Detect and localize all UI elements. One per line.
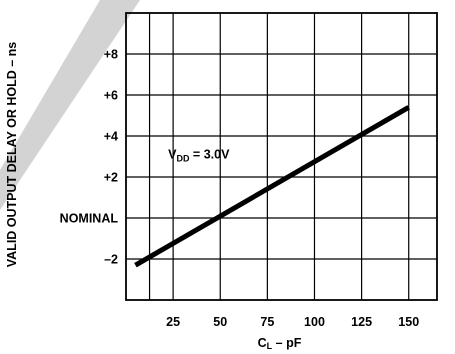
y-tick-label: –2 <box>104 253 118 267</box>
grid <box>126 13 437 300</box>
y-tick-label: +2 <box>104 171 118 185</box>
y-axis-label: VALID OUTPUT DELAY OR HOLD – ns <box>5 42 19 268</box>
x-tick-label: 25 <box>166 315 180 329</box>
vdd-annotation: VDD = 3.0V <box>168 147 230 163</box>
x-axis-label: CL – pF <box>258 336 302 351</box>
y-tick-label: +4 <box>104 130 118 144</box>
x-tick-label: 150 <box>398 315 419 329</box>
y-tick-labels: –2 NOMINAL +2 +4 +6 +8 <box>60 48 119 267</box>
plot-frame <box>125 12 438 301</box>
watermark-stripe <box>0 0 140 210</box>
series-layer <box>134 105 410 268</box>
y-tick-label: +6 <box>104 89 118 103</box>
x-tick-label: 125 <box>351 315 372 329</box>
x-tick-label: 75 <box>260 315 274 329</box>
y-tick-label: NOMINAL <box>60 212 119 226</box>
x-tick-label: 100 <box>304 315 325 329</box>
y-tick-label: +8 <box>104 48 118 62</box>
x-tick-label: 50 <box>213 315 227 329</box>
series-line <box>134 105 410 268</box>
x-tick-labels: 25 50 75 100 125 150 <box>166 315 419 329</box>
